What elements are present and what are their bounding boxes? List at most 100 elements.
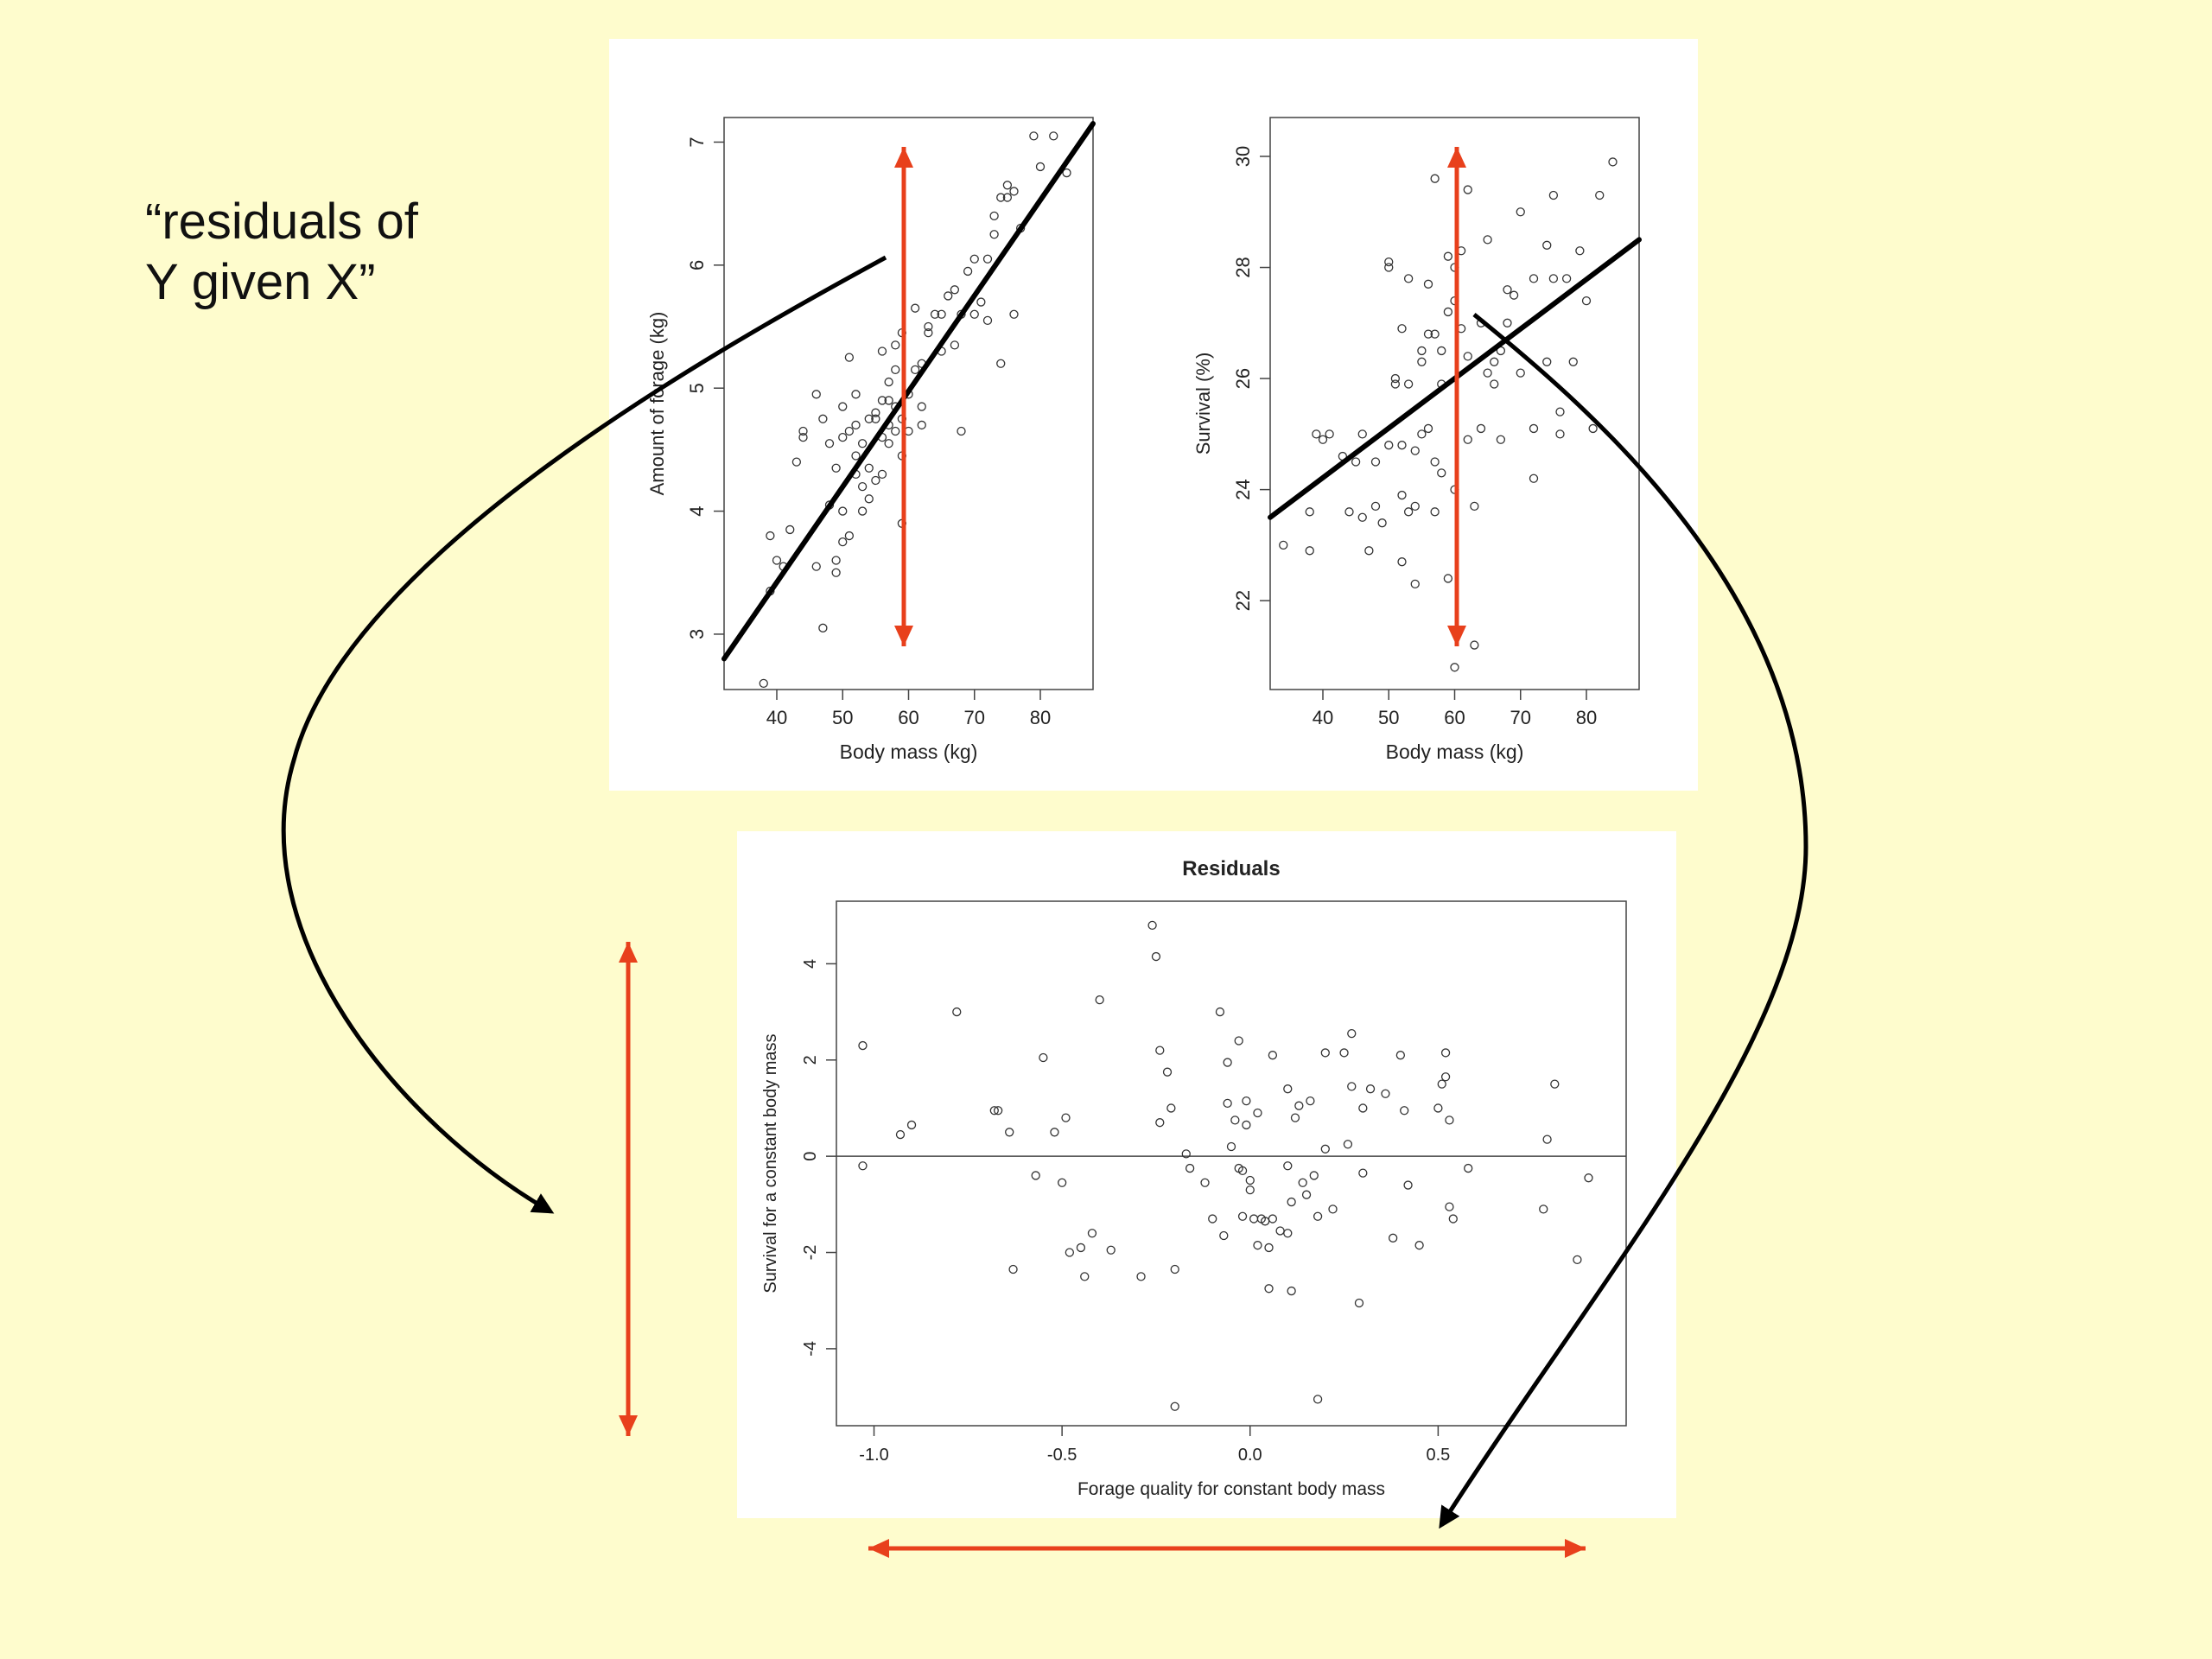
data-point	[1320, 1144, 1330, 1154]
data-point	[1410, 579, 1420, 589]
data-point	[1542, 1135, 1552, 1144]
x-tick-label: 40	[766, 707, 787, 728]
data-point	[1470, 501, 1479, 512]
data-point	[906, 1120, 917, 1130]
residual-x-range-arrow	[868, 1539, 1586, 1558]
data-point	[1151, 951, 1161, 962]
x-tick-label: -0.5	[1047, 1446, 1077, 1465]
data-point	[1397, 324, 1407, 334]
data-point	[895, 1129, 906, 1140]
data-point	[1031, 1171, 1040, 1180]
data-point	[864, 494, 874, 504]
residual-y-range-arrow	[619, 942, 638, 1436]
data-point	[1595, 190, 1605, 200]
data-point	[1443, 574, 1453, 583]
data-point	[851, 451, 861, 461]
slide-heading-line2: Y given X”	[145, 254, 376, 310]
data-point	[1463, 185, 1472, 194]
data-point	[1463, 352, 1472, 361]
data-point	[1087, 1229, 1097, 1238]
data-point	[1555, 407, 1565, 416]
data-point	[1095, 995, 1104, 1005]
data-point	[1423, 279, 1433, 289]
data-point	[989, 211, 999, 221]
data-point	[1275, 1226, 1285, 1236]
y-tick-label: 24	[1232, 479, 1254, 499]
data-point	[1550, 1079, 1560, 1089]
data-point	[1147, 920, 1157, 930]
data-point	[1443, 307, 1453, 317]
data-point	[857, 506, 868, 516]
data-point	[1575, 246, 1585, 256]
data-point	[1430, 174, 1440, 183]
data-point	[1476, 423, 1486, 434]
connector-curve-right	[1439, 313, 1808, 1529]
data-point	[1290, 1113, 1300, 1122]
data-point	[1287, 1286, 1296, 1296]
data-point	[1264, 1243, 1274, 1253]
x-tick-label: 50	[832, 707, 853, 728]
data-point	[1395, 1051, 1406, 1060]
data-point	[858, 1040, 868, 1051]
data-point	[1430, 507, 1440, 517]
y-tick-label: 4	[686, 505, 708, 516]
data-point	[798, 426, 808, 436]
data-point	[1313, 1211, 1323, 1221]
x-tick-label: 70	[1510, 707, 1531, 728]
data-point	[772, 556, 782, 565]
data-point	[1347, 1082, 1357, 1091]
data-point	[1364, 546, 1374, 556]
data-point	[989, 1106, 999, 1116]
data-point	[1002, 181, 1013, 190]
data-point	[950, 340, 960, 350]
data-point	[1437, 468, 1446, 478]
y-tick-label: 7	[686, 137, 708, 147]
data-point	[838, 537, 848, 547]
data-point	[818, 623, 828, 632]
data-point	[952, 1007, 962, 1017]
data-point	[818, 414, 828, 423]
data-point	[1357, 429, 1367, 439]
data-point	[844, 353, 855, 362]
data-point	[1384, 441, 1394, 450]
data-point	[877, 469, 887, 480]
data-point	[1503, 285, 1512, 295]
y-tick-label: 30	[1232, 146, 1254, 167]
data-point	[1470, 640, 1479, 650]
y-tick-label: 6	[686, 260, 708, 270]
data-point	[1440, 1072, 1451, 1082]
data-point	[1226, 1141, 1236, 1152]
data-point	[1410, 446, 1420, 455]
data-point	[1448, 1214, 1458, 1224]
data-point	[1423, 423, 1433, 434]
data-point	[1002, 193, 1013, 202]
data-point	[1249, 1214, 1259, 1224]
data-point	[1509, 290, 1519, 300]
data-point	[891, 426, 900, 436]
data-point	[1062, 168, 1071, 178]
data-point	[1294, 1101, 1304, 1110]
data-point	[1185, 1163, 1195, 1173]
data-point	[917, 402, 926, 411]
data-point	[917, 420, 926, 430]
data-point	[1389, 1233, 1398, 1243]
data-point	[1009, 309, 1019, 319]
data-point	[1237, 1166, 1248, 1176]
data-point	[1490, 357, 1499, 366]
data-point	[824, 439, 835, 448]
data-point	[1155, 1118, 1165, 1128]
data-point	[1400, 1106, 1409, 1116]
data-point	[1305, 546, 1314, 556]
data-point	[937, 309, 946, 319]
data-point	[871, 475, 880, 486]
data-point	[1155, 1046, 1165, 1055]
data-point	[1377, 518, 1387, 528]
data-point	[1573, 1255, 1582, 1265]
y-tick-label: 5	[686, 383, 708, 393]
data-point	[838, 433, 848, 442]
data-point	[989, 230, 999, 239]
data-point	[857, 439, 868, 448]
data-point	[1245, 1175, 1255, 1185]
data-point	[1279, 540, 1288, 550]
